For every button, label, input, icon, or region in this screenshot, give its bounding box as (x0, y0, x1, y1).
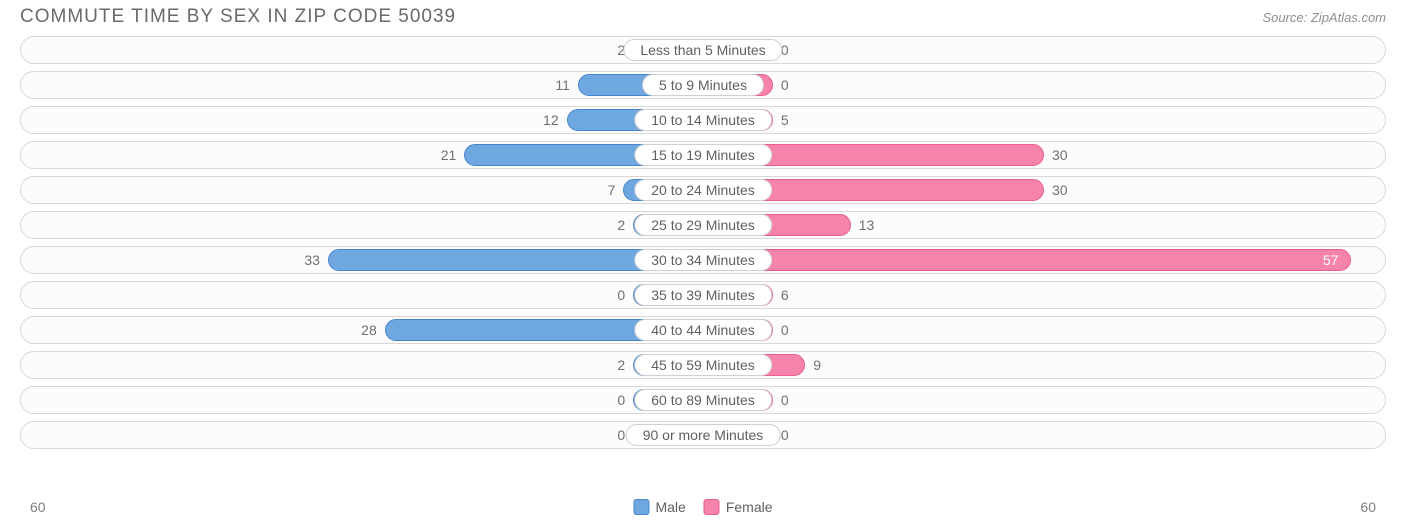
category-label: 45 to 59 Minutes (634, 354, 772, 376)
female-value-label: 0 (781, 322, 789, 338)
male-value-label: 2 (617, 357, 625, 373)
male-value-label: 7 (608, 182, 616, 198)
bar-row: 0 090 or more Minutes (20, 421, 1386, 449)
category-label: 30 to 34 Minutes (634, 249, 772, 271)
bar-row: 7 30 20 to 24 Minutes (20, 176, 1386, 204)
category-label: 5 to 9 Minutes (642, 74, 764, 96)
female-value-label: 0 (781, 77, 789, 93)
legend-label: Male (655, 499, 685, 515)
bar-row: 12 5 10 to 14 Minutes (20, 106, 1386, 134)
bar-row: 0 6 35 to 39 Minutes (20, 281, 1386, 309)
axis-right-label: 60 (1360, 499, 1376, 515)
legend: Male Female (633, 499, 772, 515)
female-value-label: 30 (1052, 182, 1068, 198)
legend-label: Female (726, 499, 773, 515)
axis-left-label: 60 (30, 499, 46, 515)
female-value-label: 57 (1323, 252, 1339, 268)
category-label: 90 or more Minutes (626, 424, 781, 446)
bar-row: 11 0 5 to 9 Minutes (20, 71, 1386, 99)
category-label: Less than 5 Minutes (623, 39, 782, 61)
legend-item-male: Male (633, 499, 685, 515)
female-value-label: 6 (781, 287, 789, 303)
bar-row: 21 30 15 to 19 Minutes (20, 141, 1386, 169)
chart-title: COMMUTE TIME BY SEX IN ZIP CODE 50039 (20, 6, 456, 28)
male-value-label: 2 (617, 217, 625, 233)
category-label: 35 to 39 Minutes (634, 284, 772, 306)
category-label: 15 to 19 Minutes (634, 144, 772, 166)
female-value-label: 0 (781, 392, 789, 408)
bar-row: 2 13 25 to 29 Minutes (20, 211, 1386, 239)
chart-source: Source: ZipAtlas.com (1262, 10, 1386, 25)
female-value-label: 0 (781, 427, 789, 443)
bar-row: 2 9 45 to 59 Minutes (20, 351, 1386, 379)
bar-row: 28 0 40 to 44 Minutes (20, 316, 1386, 344)
chart-rows: 20Less than 5 Minutes1105 to 9 Minutes12… (0, 36, 1406, 493)
female-value-label: 30 (1052, 147, 1068, 163)
female-value-label: 9 (813, 357, 821, 373)
male-value-label: 12 (543, 112, 559, 128)
female-value-label: 5 (781, 112, 789, 128)
chart-header: COMMUTE TIME BY SEX IN ZIP CODE 50039 So… (0, 0, 1406, 36)
legend-item-female: Female (704, 499, 773, 515)
male-value-label: 0 (617, 392, 625, 408)
male-value-label: 33 (304, 252, 320, 268)
category-label: 60 to 89 Minutes (634, 389, 772, 411)
category-label: 25 to 29 Minutes (634, 214, 772, 236)
male-value-label: 0 (617, 427, 625, 443)
bar-row: 0 0 60 to 89 Minutes (20, 386, 1386, 414)
bar-row: 33 57 30 to 34 Minutes (20, 246, 1386, 274)
category-label: 20 to 24 Minutes (634, 179, 772, 201)
male-value-label: 0 (617, 287, 625, 303)
chart-container: COMMUTE TIME BY SEX IN ZIP CODE 50039 So… (0, 0, 1406, 523)
female-swatch (704, 499, 720, 515)
chart-footer: 60 Male Female 60 (0, 493, 1406, 523)
category-label: 40 to 44 Minutes (634, 319, 772, 341)
female-value-label: 13 (859, 217, 875, 233)
bar-row: 20Less than 5 Minutes (20, 36, 1386, 64)
male-value-label: 28 (361, 322, 377, 338)
category-label: 10 to 14 Minutes (634, 109, 772, 131)
male-value-label: 21 (441, 147, 457, 163)
male-swatch (633, 499, 649, 515)
male-value-label: 11 (555, 77, 570, 93)
female-bar (703, 249, 1351, 271)
